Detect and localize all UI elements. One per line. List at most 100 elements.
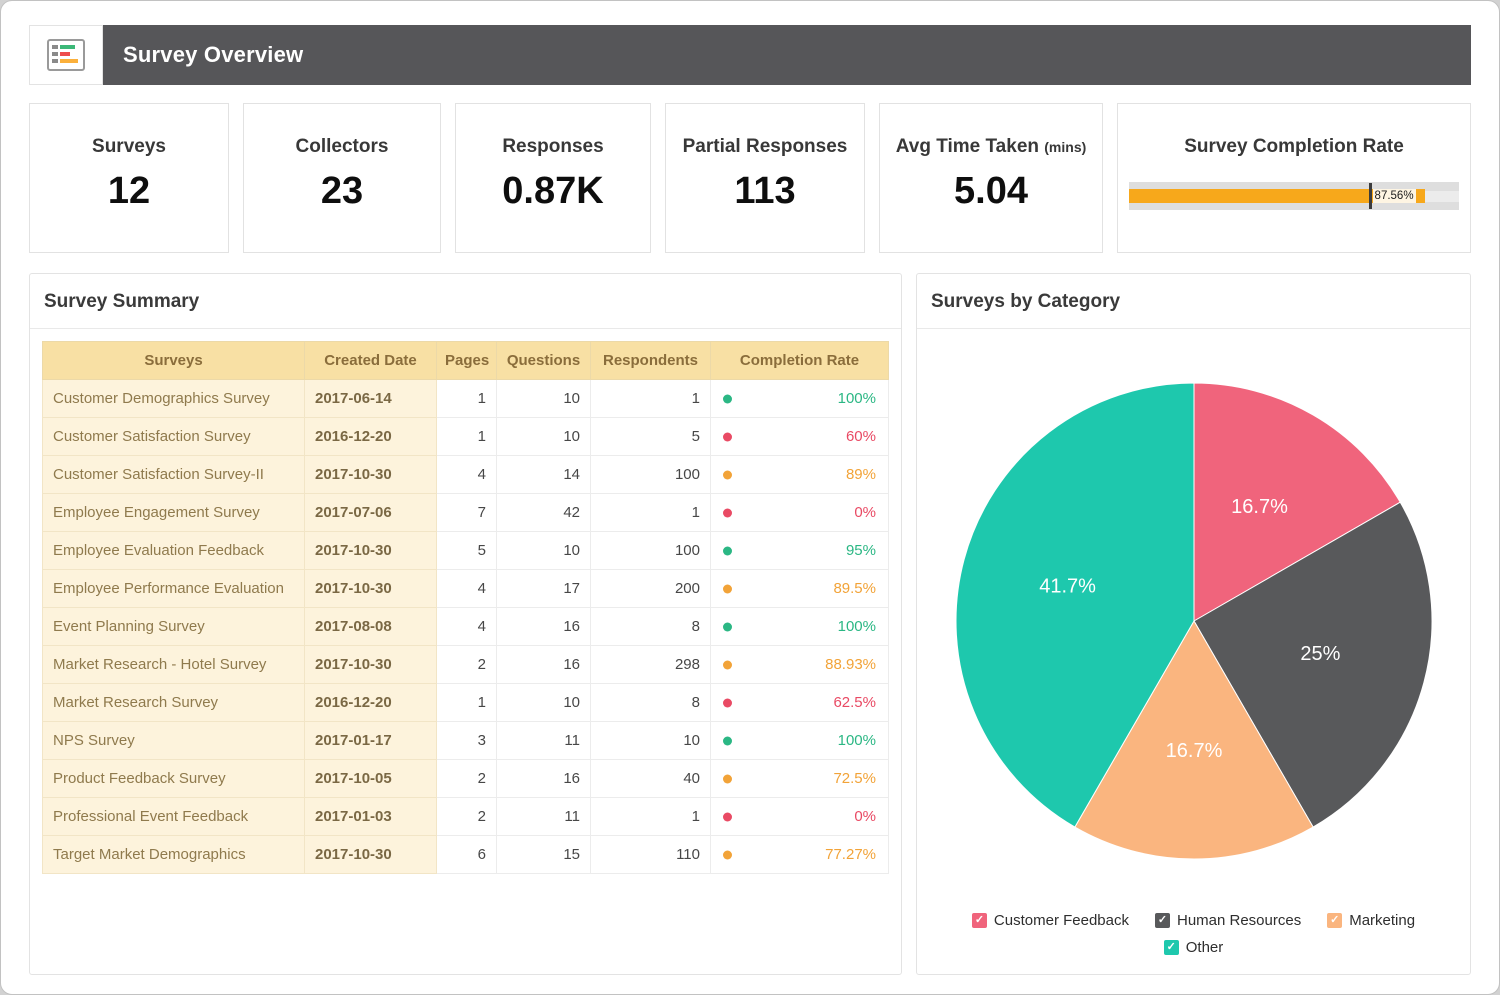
cell-created-date: 2017-01-03 — [304, 797, 437, 836]
cell-pages: 2 — [436, 645, 497, 684]
cell-survey-name[interactable]: Employee Engagement Survey — [42, 493, 305, 532]
cell-respondents: 10 — [590, 721, 711, 760]
cell-pages: 5 — [436, 531, 497, 570]
cell-pages: 7 — [436, 493, 497, 532]
table-row[interactable]: Customer Demographics Survey 2017-06-14 1 1… — [42, 379, 889, 418]
cell-survey-name[interactable]: Market Research - Hotel Survey — [42, 645, 305, 684]
cell-questions: 11 — [496, 797, 591, 836]
column-header-created-date[interactable]: Created Date — [304, 341, 437, 380]
legend-item-human-resources[interactable]: ✓ Human Resources — [1154, 912, 1301, 929]
pie-slice-human-resources[interactable] — [1192, 501, 1432, 828]
survey-summary-table-wrap: Surveys Created Date Pages Questions Respond… — [30, 329, 901, 886]
column-header-completion-rate[interactable]: Completion Rate — [710, 341, 889, 380]
legend-checkbox-icon[interactable]: ✓ — [1154, 913, 1170, 928]
cell-survey-name[interactable]: Event Planning Survey — [42, 607, 305, 646]
cell-survey-name[interactable]: Professional Event Feedback — [42, 797, 305, 836]
legend-item-marketing[interactable]: ✓ Marketing — [1327, 912, 1415, 929]
kpi-row: Surveys 12 Collectors 23 Responses 0.87K Parti… — [29, 103, 1471, 253]
kpi-card-avg-time-taken[interactable]: Avg Time Taken (mins) 5.04 — [879, 103, 1103, 253]
table-row[interactable]: Employee Engagement Survey 2017-07-06 7 42 1… — [42, 493, 889, 532]
kpi-card-collectors[interactable]: Collectors 23 — [243, 103, 441, 253]
pie-slice-customer-feedback[interactable] — [1193, 381, 1401, 622]
cell-completion-rate: 89% — [710, 455, 889, 494]
kpi-card-survey-completion-rate[interactable]: Survey Completion Rate 87.56% — [1117, 103, 1471, 253]
legend-label: Other — [1185, 939, 1224, 956]
table-row[interactable]: Target Market Demographics 2017-10-30 6 15 1… — [42, 835, 889, 874]
status-dot — [723, 812, 732, 821]
legend-checkbox-icon[interactable]: ✓ — [1163, 940, 1179, 955]
kpi-label: Surveys — [92, 136, 166, 157]
column-header-surveys[interactable]: Surveys — [42, 341, 305, 380]
table-row[interactable]: Employee Performance Evaluation 2017-10-3… — [42, 569, 889, 608]
pie-slice-other[interactable] — [955, 381, 1194, 828]
cell-questions: 10 — [496, 417, 591, 456]
table-row[interactable]: Market Research Survey 2016-12-20 1 10 8 62.5… — [42, 683, 889, 722]
cell-respondents: 200 — [590, 569, 711, 608]
cell-created-date: 2017-10-30 — [304, 645, 437, 684]
cell-completion-rate: 100% — [710, 379, 889, 418]
status-dot — [723, 432, 732, 441]
cell-survey-name[interactable]: Employee Evaluation Feedback — [42, 531, 305, 570]
cell-respondents: 110 — [590, 835, 711, 874]
cell-pages: 2 — [436, 759, 497, 798]
kpi-card-surveys[interactable]: Surveys 12 — [29, 103, 229, 253]
table-row[interactable]: Market Research - Hotel Survey 2017-10-30… — [42, 645, 889, 684]
cell-questions: 10 — [496, 531, 591, 570]
table-row[interactable]: Employee Evaluation Feedback 2017-10-30 5 1… — [42, 531, 889, 570]
table-row[interactable]: NPS Survey 2017-01-17 3 11 10 100% — [42, 721, 889, 760]
cell-survey-name[interactable]: Product Feedback Survey — [42, 759, 305, 798]
completion-value: 88.93% — [825, 656, 876, 673]
legend-label: Customer Feedback — [993, 912, 1129, 929]
cell-survey-name[interactable]: Customer Demographics Survey — [42, 379, 305, 418]
cell-created-date: 2017-06-14 — [304, 379, 437, 418]
cell-created-date: 2017-10-30 — [304, 531, 437, 570]
column-header-respondents[interactable]: Respondents — [590, 341, 711, 380]
table-row[interactable]: Customer Satisfaction Survey-II 2017-10-3… — [42, 455, 889, 494]
main-content: Survey Summary Surveys Created Date Pages Q… — [29, 273, 1471, 975]
cell-survey-name[interactable]: Customer Satisfaction Survey-II — [42, 455, 305, 494]
column-header-pages[interactable]: Pages — [436, 341, 497, 380]
cell-created-date: 2016-12-20 — [304, 417, 437, 456]
cell-pages: 1 — [436, 379, 497, 418]
status-dot — [723, 584, 732, 593]
legend-checkbox-icon[interactable]: ✓ — [1327, 913, 1343, 928]
cell-respondents: 5 — [590, 417, 711, 456]
pie-slice-label: 16.7% — [1165, 740, 1222, 762]
table-row[interactable]: Event Planning Survey 2017-08-08 4 16 8 100% — [42, 607, 889, 646]
completion-value: 0% — [854, 504, 876, 521]
table-row[interactable]: Professional Event Feedback 2017-01-03 2 11… — [42, 797, 889, 836]
app-header: Survey Overview — [29, 25, 1471, 85]
cell-survey-name[interactable]: Customer Satisfaction Survey — [42, 417, 305, 456]
kpi-value: 23 — [320, 170, 364, 212]
legend-item-customer-feedback[interactable]: ✓ Customer Feedback — [971, 912, 1129, 929]
completion-rate-gauge: 87.56% — [1129, 182, 1459, 210]
pie-slice-label: 41.7% — [1039, 575, 1096, 597]
table-row[interactable]: Product Feedback Survey 2017-10-05 2 16 40 72… — [42, 759, 889, 798]
cell-survey-name[interactable]: Employee Performance Evaluation — [42, 569, 305, 608]
kpi-card-partial-responses[interactable]: Partial Responses 113 — [665, 103, 865, 253]
cell-respondents: 1 — [590, 797, 711, 836]
kpi-label: Survey Completion Rate — [1184, 136, 1404, 157]
column-header-questions[interactable]: Questions — [496, 341, 591, 380]
pie-chart[interactable]: 16.7% 25% 16.7% 41.7% — [924, 371, 1464, 871]
cell-completion-rate: 100% — [710, 721, 889, 760]
legend-checkbox-icon[interactable]: ✓ — [971, 913, 987, 928]
cell-survey-name[interactable]: Target Market Demographics — [42, 835, 305, 874]
completion-value: 100% — [837, 732, 876, 749]
legend-item-other[interactable]: ✓ Other — [1163, 939, 1224, 956]
surveys-by-category-title: Surveys by Category — [917, 274, 1470, 329]
table-row[interactable]: Customer Satisfaction Survey 2016-12-20 1 1… — [42, 417, 889, 456]
cell-survey-name[interactable]: NPS Survey — [42, 721, 305, 760]
kpi-card-responses[interactable]: Responses 0.87K — [455, 103, 651, 253]
cell-pages: 4 — [436, 455, 497, 494]
pie-slice-marketing[interactable] — [1073, 619, 1314, 859]
kpi-value: 12 — [107, 170, 151, 212]
survey-report-icon — [47, 39, 85, 71]
cell-questions: 16 — [496, 759, 591, 798]
status-dot — [723, 736, 732, 745]
cell-completion-rate: 89.5% — [710, 569, 889, 608]
cell-created-date: 2017-10-05 — [304, 759, 437, 798]
cell-questions: 10 — [496, 683, 591, 722]
cell-survey-name[interactable]: Market Research Survey — [42, 683, 305, 722]
